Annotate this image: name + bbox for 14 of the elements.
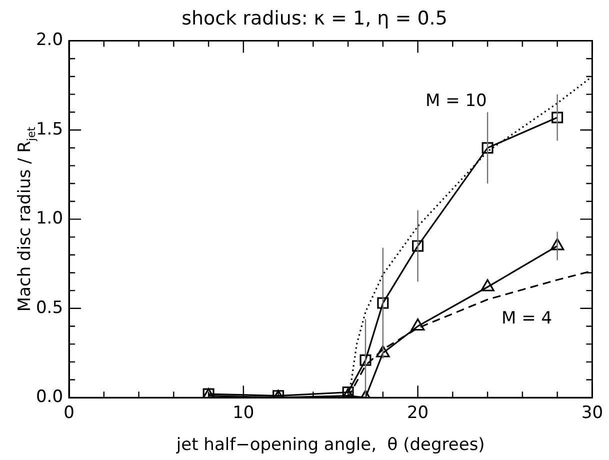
chart-title: shock radius: κ = 1, η = 0.5 bbox=[182, 7, 448, 30]
y-tick-label: 0.5 bbox=[36, 298, 64, 318]
y-tick-label: 2.0 bbox=[36, 30, 64, 50]
y-tick-label: 1.0 bbox=[36, 208, 64, 229]
x-tick-label: 20 bbox=[406, 403, 429, 424]
y-tick-label: 1.5 bbox=[36, 119, 64, 140]
x-axis-title: jet half−opening angle, θ (degrees) bbox=[175, 435, 485, 455]
x-tick-label: 0 bbox=[64, 403, 74, 424]
x-tick-label: 10 bbox=[232, 403, 254, 424]
y-axis-title: Mach disc radius / Rjet bbox=[15, 126, 38, 312]
y-tick-label: 0.0 bbox=[36, 387, 64, 408]
annotation: M = 10 bbox=[425, 90, 487, 111]
annotation: M = 4 bbox=[502, 308, 552, 329]
x-tick-label: 30 bbox=[581, 403, 604, 424]
